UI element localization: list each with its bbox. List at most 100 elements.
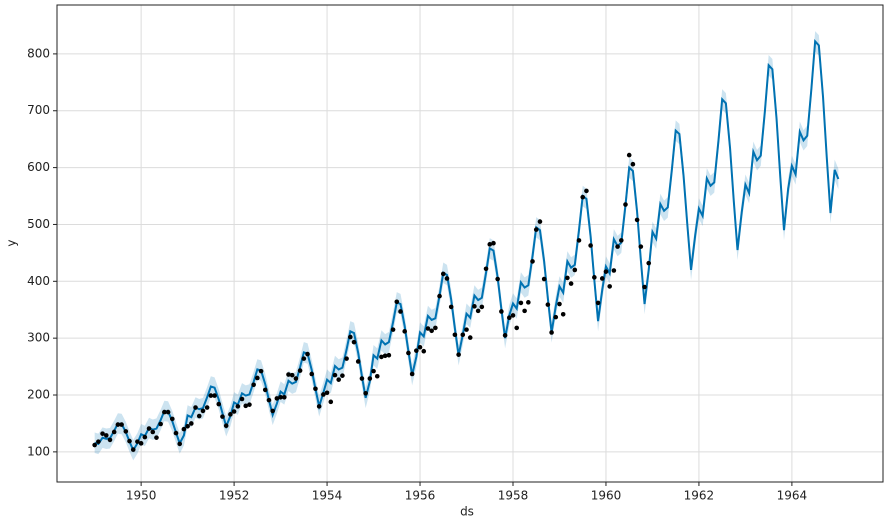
data-point [390,327,396,332]
data-point [518,300,524,306]
data-point [189,421,194,426]
data-point [297,368,303,373]
data-point [467,335,473,340]
x-tick-label: 1956 [405,489,436,503]
y-tick-label: 400 [27,274,50,288]
data-point [514,325,520,331]
data-point [553,314,559,320]
data-point [204,405,210,410]
data-point [619,238,624,243]
data-point [316,404,322,409]
data-point [386,352,392,358]
data-point [526,300,531,305]
data-point [510,313,516,318]
data-point [475,308,481,314]
data-point [239,396,245,402]
data-point [549,330,554,335]
data-point [220,414,225,419]
y-tick-label: 300 [27,331,50,345]
data-point [235,404,241,409]
data-point [394,299,400,305]
y-tick-label: 800 [27,46,50,60]
data-point [646,260,652,266]
data-point [313,386,318,392]
data-point [231,409,237,414]
data-point [456,352,461,357]
data-point [146,426,152,431]
x-tick-label: 1958 [498,489,529,503]
data-point [464,327,469,332]
data-point [301,356,307,361]
data-point [243,403,249,409]
y-tick-label: 700 [27,103,50,117]
data-point [487,242,493,247]
data-point [491,240,496,246]
data-point [595,300,601,306]
data-point [100,431,105,436]
data-point [502,333,508,338]
data-point [212,393,217,398]
data-point [258,368,264,374]
x-axis-label: ds [460,505,474,519]
data-point [367,376,373,381]
data-point [433,325,438,331]
data-point [328,399,334,405]
data-point [135,439,140,444]
data-point [499,309,504,314]
data-point [382,353,388,359]
data-point [154,435,159,440]
data-point [169,416,175,422]
data-point [255,375,260,381]
data-point [479,304,485,310]
data-point [371,368,376,374]
data-point [92,442,97,448]
data-point [623,202,628,207]
data-point [472,304,477,309]
data-point [111,429,117,435]
data-point [429,328,434,334]
data-point [247,402,252,407]
data-point [103,433,109,438]
y-tick-label: 600 [27,160,50,174]
data-point [611,268,617,273]
data-point [557,301,562,307]
data-point [603,269,609,274]
data-point [274,396,280,401]
data-point [351,339,357,345]
x-tick-label: 1952 [219,489,250,503]
x-tick-label: 1954 [312,489,343,503]
data-point [398,309,403,314]
data-point [282,394,287,400]
data-point [440,271,446,277]
data-point [223,423,229,429]
data-point [460,332,466,338]
data-point [530,259,535,264]
data-point [402,329,407,334]
data-point [359,376,365,381]
data-point [576,238,582,243]
data-point [560,311,566,317]
x-tick-label: 1950 [126,489,157,503]
data-point [324,390,330,396]
data-point [626,152,632,158]
data-point [162,409,167,415]
y-axis-label: y [5,239,19,246]
data-point [483,266,489,272]
data-point [142,434,148,440]
data-point [286,372,291,377]
data-point [344,356,349,361]
data-point [251,382,256,388]
data-point [278,394,283,400]
data-point [642,284,647,290]
data-point [592,275,597,280]
data-point [599,276,605,281]
data-point [123,429,129,434]
data-point [572,267,578,273]
data-point [448,304,454,310]
data-point [452,332,458,338]
data-point [262,387,268,393]
data-point [414,348,419,353]
data-point [568,281,574,286]
plot-area [57,5,883,482]
